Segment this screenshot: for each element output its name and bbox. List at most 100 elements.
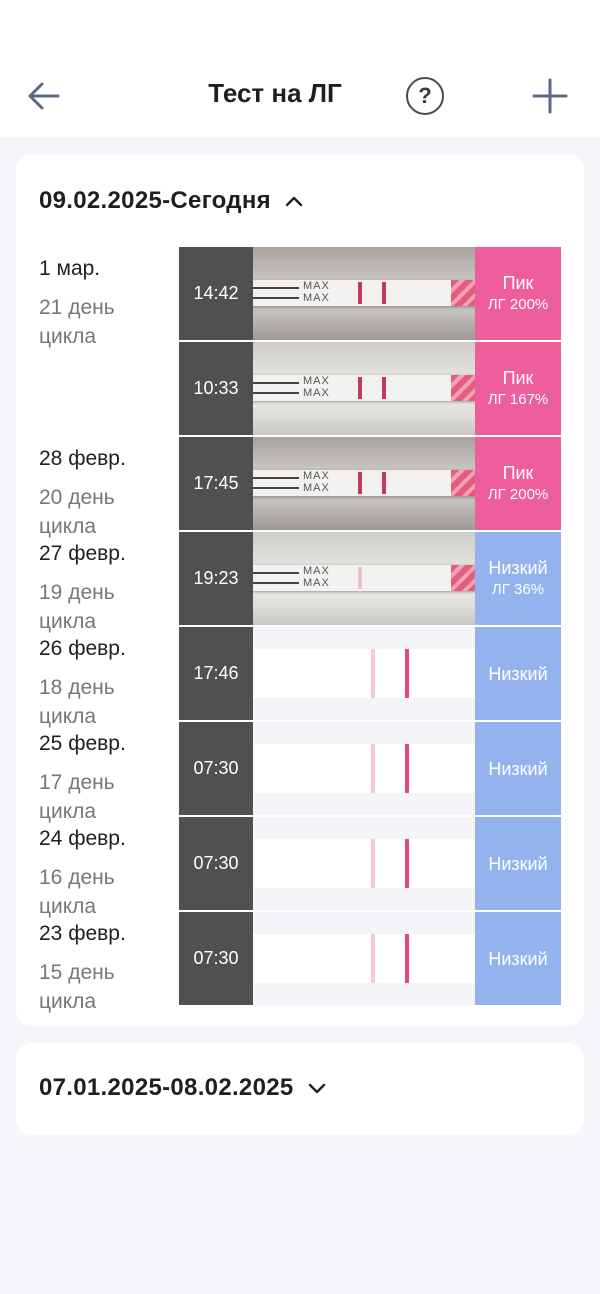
chevron-up-icon [285,196,303,207]
test-time: 14:42 [179,247,253,340]
lh-percent: ЛГ 167% [487,390,549,408]
cycle-range-label: 07.01.2025-08.02.2025 [39,1074,294,1101]
test-row[interactable]: 28 февр. 20 день цикла 17:45 MAX MAX Пик ЛГ 20… [16,437,584,538]
result-level: Пик [502,462,534,483]
test-row[interactable]: 23 февр. 15 день цикла 07:30 Низкий [16,912,584,1013]
control-line [358,377,362,399]
test-line [371,649,375,698]
test-time: 19:23 [179,532,253,625]
result-level: Низкий [488,853,548,874]
back-button[interactable] [22,74,66,118]
help-button[interactable]: ? [406,77,444,115]
page-title: Тест на ЛГ [208,78,342,108]
control-line [358,472,362,494]
test-line [371,744,375,793]
test-strip-photo[interactable]: MAX MAX [253,437,475,530]
test-row[interactable]: 26 февр. 18 день цикла 17:46 Низкий [16,627,584,728]
strip-band [253,649,475,698]
strip-band [253,934,475,983]
add-test-button[interactable] [528,74,572,118]
test-time: 17:46 [179,627,253,720]
max-marking: MAX MAX [303,375,330,399]
cycle-card-current: 09.02.2025-Сегодня 1 мар. 21 день цикла 14… [16,154,584,1026]
strip-band [253,839,475,888]
cycle-day-label: 19 день цикла [39,581,115,633]
result-badge: Низкий [475,722,561,815]
control-line [405,934,409,983]
max-marking: MAX MAX [303,565,330,589]
test-strip-photo[interactable]: MAX MAX [253,247,475,340]
strip-tip [451,565,475,591]
arrow-mark [253,572,299,574]
cycle-day-label: 15 день цикла [39,961,115,1013]
test-row[interactable]: 24 февр. 16 день цикла 07:30 Низкий [16,817,584,918]
arrow-mark [253,582,299,584]
arrow-mark [253,392,299,394]
test-strip: MAX MAX [253,375,475,401]
lh-percent: ЛГ 200% [487,485,549,503]
test-date: 23 февр. [39,922,126,945]
control-line [405,839,409,888]
control-line [358,567,362,589]
cycle-range-label: 09.02.2025-Сегодня [39,187,271,214]
lh-percent: ЛГ 200% [487,295,549,313]
strip-tip [451,375,475,401]
test-date: 25 февр. [39,732,126,755]
test-row[interactable]: 25 февр. 17 день цикла 07:30 Низкий [16,722,584,823]
cycle-day-label: 18 день цикла [39,676,115,728]
test-line [371,934,375,983]
arrow-mark [253,287,299,289]
test-strip-diagram[interactable] [253,912,475,1005]
test-date: 1 мар. [39,257,101,280]
test-line [371,839,375,888]
test-strip: MAX MAX [253,565,475,591]
result-level: Пик [502,367,534,388]
chevron-down-icon [308,1083,325,1094]
test-strip-diagram[interactable] [253,817,475,910]
test-date: 28 февр. [39,447,126,470]
test-time: 10:33 [179,342,253,435]
result-badge: Пик ЛГ 167% [475,342,561,435]
cycle-day-label: 16 день цикла [39,866,115,918]
test-date: 26 февр. [39,637,126,660]
arrow-mark [253,487,299,489]
cycle-range-header[interactable]: 07.01.2025-08.02.2025 [39,1071,326,1105]
arrow-left-icon [28,82,60,110]
control-line [358,282,362,304]
test-row[interactable]: 1 мар. 21 день цикла 14:42 MAX MAX Пик ЛГ 200% [16,247,584,348]
plus-icon [532,78,568,114]
test-strip-diagram[interactable] [253,627,475,720]
test-date: 27 февр. [39,542,126,565]
result-level: Низкий [488,948,548,969]
strip-band [253,744,475,793]
result-badge: Низкий ЛГ 36% [475,532,561,625]
test-row[interactable]: 27 февр. 19 день цикла 19:23 MAX MAX Низкий ЛГ… [16,532,584,633]
control-line [405,649,409,698]
result-badge: Низкий [475,817,561,910]
top-bar: Тест на ЛГ ? [0,0,600,137]
max-marking: MAX MAX [303,470,330,494]
test-strip-diagram[interactable] [253,722,475,815]
test-time: 07:30 [179,722,253,815]
test-strip-photo[interactable]: MAX MAX [253,532,475,625]
arrow-mark [253,477,299,479]
test-strip: MAX MAX [253,280,475,306]
test-row[interactable]: 10:33 MAX MAX Пик ЛГ 167% [16,342,584,435]
result-badge: Низкий [475,912,561,1005]
test-line [382,377,386,399]
cycle-range-header[interactable]: 09.02.2025-Сегодня [39,184,303,218]
test-date: 24 февр. [39,827,126,850]
result-level: Пик [502,272,534,293]
strip-tip [451,280,475,306]
cycle-card-previous: 07.01.2025-08.02.2025 [16,1043,584,1135]
test-strip: MAX MAX [253,470,475,496]
strip-tip [451,470,475,496]
cycle-day-label: 21 день цикла [39,296,115,348]
arrow-mark [253,382,299,384]
lh-percent: ЛГ 36% [491,580,545,598]
result-badge: Пик ЛГ 200% [475,247,561,340]
test-line [382,282,386,304]
test-line [382,472,386,494]
cycle-day-label: 17 день цикла [39,771,115,823]
test-strip-photo[interactable]: MAX MAX [253,342,475,435]
